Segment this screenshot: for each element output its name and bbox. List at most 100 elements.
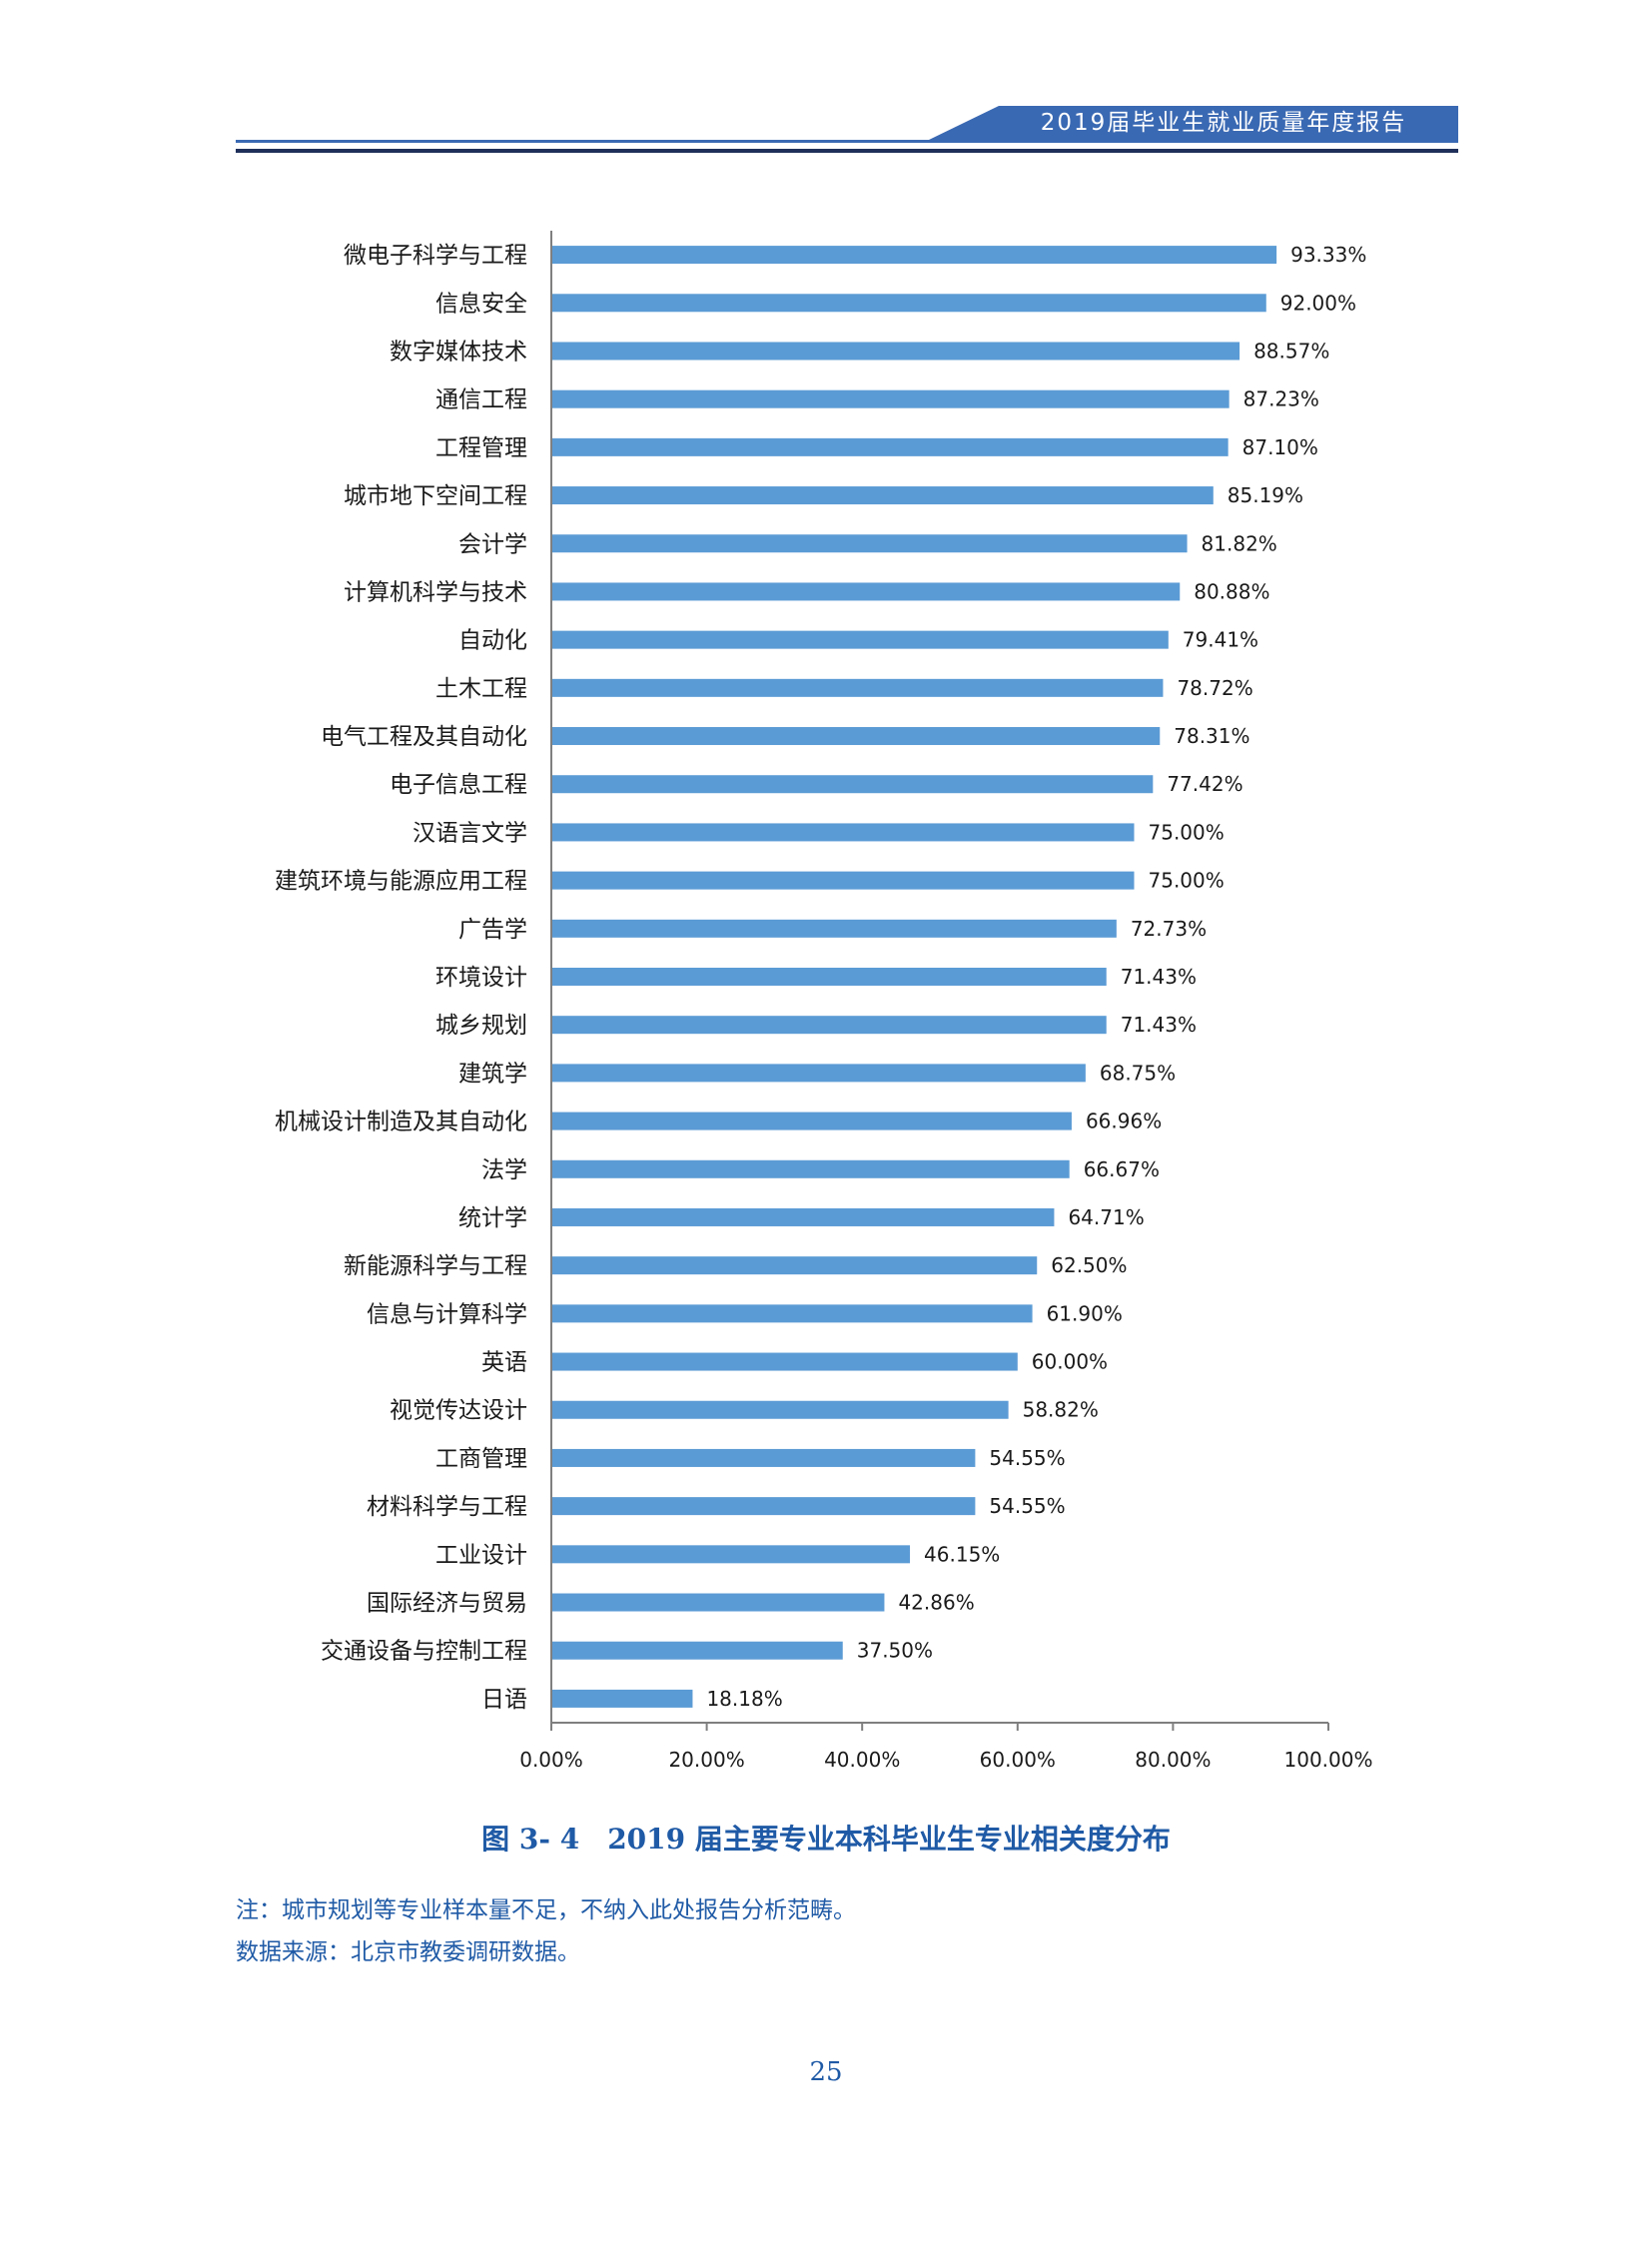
x-tick-label: 100.00%: [1284, 1748, 1373, 1772]
bar: [551, 1352, 1018, 1371]
data-label: 62.50%: [1051, 1253, 1127, 1277]
category-label: 电子信息工程: [390, 772, 527, 798]
bar: [551, 968, 1107, 986]
page-number: 25: [809, 2057, 843, 2087]
data-label: 92.00%: [1280, 291, 1356, 315]
bar: [551, 534, 1188, 553]
data-label: 78.72%: [1177, 676, 1252, 700]
bar: [551, 678, 1164, 697]
data-label: 71.43%: [1121, 1013, 1197, 1037]
category-label: 建筑学: [458, 1061, 527, 1087]
header-decoration: [236, 106, 1458, 153]
data-label: 80.88%: [1194, 579, 1269, 603]
category-label: 数字媒体技术: [390, 339, 527, 365]
category-label: 交通设备与控制工程: [321, 1639, 527, 1665]
bar: [551, 486, 1214, 505]
data-label: 71.43%: [1121, 965, 1197, 989]
category-label: 环境设计: [435, 965, 527, 991]
category-label: 国际经济与贸易: [367, 1591, 527, 1617]
data-label: 61.90%: [1047, 1301, 1123, 1325]
category-label: 视觉传达设计: [390, 1398, 527, 1424]
category-label: 计算机科学与技术: [344, 579, 527, 605]
category-label: 日语: [481, 1687, 527, 1713]
bar: [551, 342, 1240, 361]
category-label: 城市地下空间工程: [344, 483, 527, 509]
bar: [551, 1448, 976, 1467]
category-label: 微电子科学与工程: [344, 243, 527, 269]
bar: [551, 389, 1230, 408]
category-label: 会计学: [458, 531, 527, 557]
data-label: 79.41%: [1183, 628, 1258, 652]
bar-chart: 微电子科学与工程 93.33% 信息安全 92.00% 数字媒体技术 88.57% 通信工程…: [275, 231, 1373, 1772]
data-source-text: 数据来源：北京市教委调研数据。: [236, 1939, 580, 1965]
bar: [551, 1159, 1070, 1178]
data-label: 85.19%: [1228, 483, 1303, 507]
data-label: 18.18%: [706, 1687, 782, 1711]
x-tick-label: 20.00%: [668, 1748, 744, 1772]
data-label: 87.10%: [1242, 435, 1318, 459]
bar: [551, 582, 1181, 601]
bar: [551, 630, 1169, 649]
data-label: 88.57%: [1253, 339, 1329, 363]
data-label: 60.00%: [1032, 1350, 1108, 1374]
data-label: 64.71%: [1068, 1205, 1144, 1229]
bar: [551, 1256, 1038, 1275]
category-label: 信息安全: [435, 291, 527, 317]
x-tick-label: 40.00%: [824, 1748, 900, 1772]
figure-caption: 图 3- 4 2019 届主要专业本科毕业生专业相关度分布: [481, 1823, 1171, 1856]
category-label: 统计学: [458, 1205, 527, 1231]
data-label: 54.55%: [989, 1446, 1065, 1470]
x-tick-label: 60.00%: [980, 1748, 1056, 1772]
data-label: 75.00%: [1149, 820, 1225, 844]
header-banner: [929, 106, 1458, 140]
data-label: 66.67%: [1084, 1157, 1160, 1181]
bar: [551, 1400, 1009, 1419]
category-label: 工商管理: [435, 1446, 527, 1472]
bar: [551, 775, 1154, 794]
data-label: 66.96%: [1086, 1110, 1162, 1133]
header-rule-thin: [236, 140, 1458, 143]
data-label: 87.23%: [1243, 387, 1319, 411]
category-label: 工业设计: [435, 1542, 527, 1568]
bar: [551, 871, 1135, 890]
bar: [551, 246, 1277, 265]
category-label: 机械设计制造及其自动化: [275, 1110, 527, 1135]
header-rule-thick: [236, 149, 1458, 153]
bar: [551, 437, 1229, 456]
category-label: 工程管理: [435, 435, 527, 461]
category-label: 汉语言文学: [413, 820, 527, 846]
x-tick-label: 80.00%: [1135, 1748, 1211, 1772]
category-label: 法学: [481, 1157, 527, 1183]
data-label: 93.33%: [1290, 243, 1366, 267]
x-tick-label: 0.00%: [519, 1748, 583, 1772]
bar: [551, 1497, 976, 1516]
category-label: 电气工程及其自动化: [321, 724, 527, 750]
data-label: 58.82%: [1023, 1398, 1099, 1422]
category-label: 英语: [481, 1350, 527, 1376]
note-text: 注：城市规划等专业样本量不足，不纳入此处报告分析范畴。: [236, 1897, 856, 1923]
category-label: 自动化: [458, 628, 527, 654]
bar: [551, 294, 1266, 313]
bar: [551, 919, 1117, 938]
data-label: 81.82%: [1202, 531, 1277, 555]
data-label: 42.86%: [898, 1591, 974, 1615]
data-label: 54.55%: [989, 1494, 1065, 1518]
data-label: 37.50%: [857, 1639, 933, 1663]
category-label: 信息与计算科学: [367, 1301, 527, 1327]
bar: [551, 1641, 843, 1660]
category-label: 新能源科学与工程: [344, 1253, 527, 1279]
bar: [551, 1016, 1107, 1035]
data-label: 77.42%: [1167, 772, 1242, 796]
bar: [551, 823, 1135, 842]
category-label: 城乡规划: [435, 1013, 527, 1039]
data-label: 78.31%: [1174, 724, 1249, 748]
data-label: 46.15%: [924, 1542, 1000, 1566]
bar: [551, 1545, 911, 1564]
category-label: 广告学: [458, 917, 527, 943]
category-label: 通信工程: [435, 387, 527, 413]
bar: [551, 1304, 1033, 1323]
bar: [551, 1593, 885, 1612]
bar: [551, 1064, 1086, 1083]
category-label: 建筑环境与能源应用工程: [275, 869, 527, 895]
bar: [551, 1112, 1072, 1130]
